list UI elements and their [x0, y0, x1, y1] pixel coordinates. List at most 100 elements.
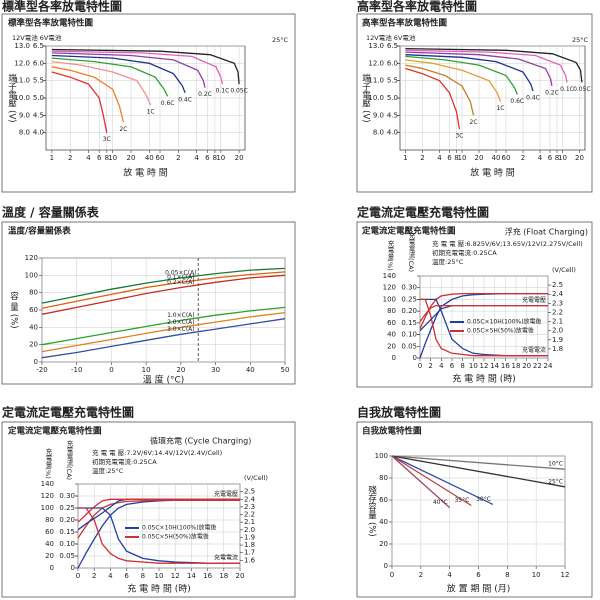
x-tick-label: 2	[428, 362, 432, 370]
y3-tick-label: 0.25	[401, 295, 417, 303]
y-tick-label: 100	[383, 295, 396, 303]
y2-tick-label: 6.5	[33, 42, 44, 50]
annotation: 初期充電電流:0.25CA	[92, 457, 157, 466]
y-tick-label: 60	[387, 319, 396, 327]
annotation: 初期充電電流:0.25CA	[432, 248, 497, 257]
series-line	[51, 66, 125, 123]
series-label: 充電電流	[214, 554, 238, 562]
panel-frame	[1, 13, 296, 193]
series-label: 1.0×C(A)	[167, 312, 195, 319]
y-tick-label: 20	[387, 342, 396, 350]
series-line	[41, 306, 286, 346]
x-tick-label: 4	[439, 362, 444, 370]
series-label: 0.2×C(A)	[167, 279, 195, 286]
y2-tick-label: 2.1	[552, 318, 563, 326]
x-tick-label: 12	[480, 362, 489, 370]
y-tick-label: 12.0	[368, 59, 384, 67]
annotation: 充 電 電 壓:6.825V/6V;13.65V/12V(2.275V/Cell…	[432, 239, 583, 248]
x-tick-label: 10	[558, 154, 567, 162]
x-tick-label: 6	[97, 154, 102, 162]
series-line	[51, 48, 240, 85]
y3-tick-label: 0	[413, 354, 417, 362]
series-line	[78, 507, 240, 564]
series-label: 0.6C	[510, 98, 524, 105]
x-tick-label: 20	[522, 362, 531, 370]
x-tick-label: 6	[476, 571, 481, 579]
series-line	[41, 267, 286, 304]
x-tick-label: 60	[156, 154, 165, 162]
y2-axis-title: (V/Cell)	[552, 266, 576, 274]
y3-tick-label: 0.10	[59, 540, 75, 548]
series-line	[51, 50, 224, 85]
y-tick-label: 9.0	[373, 111, 384, 119]
x-tick-label: 2	[419, 571, 423, 579]
series-label: 2C	[119, 126, 127, 133]
y-axis-title: 充電量(%)	[386, 239, 394, 271]
y2-tick-label: 1.9	[552, 336, 563, 344]
series-label: 0.6C	[161, 100, 175, 107]
x-tick-label: 2	[521, 154, 525, 162]
y2-tick-label: 4.0	[33, 129, 44, 137]
x-tick-label: 10	[532, 571, 541, 579]
series-line	[405, 47, 583, 83]
y2-tick-label: 1.7	[244, 549, 255, 557]
y2-tick-label: 6.5	[387, 42, 398, 50]
chart-title: 定電流定電壓充電特性圖	[7, 426, 102, 437]
x-tick-label: 16	[501, 362, 510, 370]
chart-title: 標準型各率放電特性圖	[8, 18, 93, 29]
series-line	[391, 455, 566, 488]
y2-tick-label: 4.5	[33, 111, 44, 119]
y-tick-label: 80	[379, 474, 388, 482]
y2-tick-label: 1.8	[244, 541, 255, 549]
series-label: 25°C	[548, 478, 563, 485]
series-label: 0.4C	[526, 95, 540, 102]
annotation: 充 電 電 壓:7.2V/6V;14.4V/12V(2.4V/Cell)	[92, 448, 222, 457]
y-tick-label: 60	[45, 528, 54, 536]
y-tick-label: 100	[25, 271, 38, 279]
annotation: 溫度:25°C	[92, 466, 124, 475]
x-tick-label: 10	[458, 154, 467, 162]
y-tick-label: 140	[383, 272, 396, 280]
x-tick-label: 4	[447, 571, 452, 579]
x-tick-label: 14	[490, 362, 499, 370]
series-label: 10°C	[548, 461, 563, 468]
series-line	[41, 311, 286, 353]
panel-frame	[356, 13, 593, 193]
y2-tick-label: 2.2	[552, 308, 563, 316]
y-tick-label: 0	[50, 564, 54, 572]
x-tick-label: 16	[203, 572, 212, 580]
annotation: 12V電池 6V電池	[366, 33, 416, 42]
series-label: 0.1C	[560, 86, 574, 93]
y-tick-label: 10.0	[368, 94, 384, 102]
series-label: 0.05C	[230, 88, 248, 95]
panel-frame	[1, 221, 296, 385]
x-tick-label: 8	[105, 154, 109, 162]
x-tick-label: 0	[109, 366, 113, 374]
series-line	[405, 64, 475, 116]
y3-tick-label: 0.30	[59, 492, 75, 500]
annotation: 12V電池 6V電池	[12, 33, 62, 42]
y-tick-label: 60	[29, 306, 38, 314]
legend-label: 0.05C×5H(50%)放電後	[467, 327, 534, 335]
y3-tick-label: 0.05	[59, 552, 75, 560]
series-line	[51, 57, 169, 97]
x-tick-label: 6	[447, 154, 452, 162]
x-tick-label: 4	[437, 154, 442, 162]
y-tick-label: 80	[45, 516, 54, 524]
y-tick-label: 10.0	[14, 94, 30, 102]
y-tick-label: 120	[41, 492, 54, 500]
y-tick-label: 60	[379, 496, 388, 504]
y-tick-label: 40	[45, 540, 54, 548]
y-tick-label: 0	[392, 354, 396, 362]
x-tick-label: 8	[460, 362, 464, 370]
y3-axis-title: 充電電流(CA)	[407, 231, 415, 272]
annotation: 25°C	[572, 36, 589, 44]
x-tick-label: 30	[211, 366, 220, 374]
panel-heading: 溫度 / 容量關係表	[2, 205, 100, 220]
y-tick-label: 140	[41, 480, 54, 488]
x-tick-label: 8	[505, 571, 509, 579]
y-tick-label: 13.0	[14, 42, 30, 50]
series-line	[405, 49, 568, 83]
chart-title: 溫度/容量關係表	[8, 226, 71, 237]
